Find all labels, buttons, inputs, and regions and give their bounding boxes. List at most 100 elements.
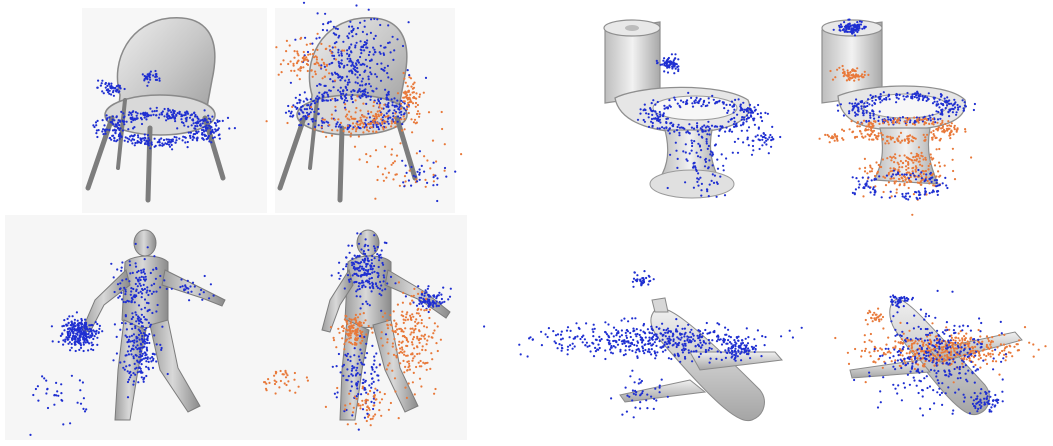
blue-point [133, 341, 136, 344]
orange-point [429, 167, 432, 170]
orange-point [344, 408, 347, 411]
blue-point [639, 407, 642, 410]
blue-point [181, 285, 184, 288]
blue-point [359, 40, 362, 43]
blue-point [153, 137, 156, 140]
orange-point [964, 128, 967, 131]
blue-point [352, 366, 355, 369]
orange-point [406, 360, 409, 363]
orange-point [381, 126, 384, 129]
blue-point [423, 292, 426, 295]
blue-point [86, 328, 89, 331]
orange-point [922, 170, 926, 173]
blue-point [695, 151, 698, 154]
blue-point [730, 342, 733, 345]
orange-point [824, 133, 827, 136]
blue-point [645, 112, 648, 115]
orange-point [391, 329, 394, 332]
orange-point [830, 136, 833, 139]
blue-point [679, 106, 682, 109]
orange-point [370, 111, 373, 114]
orange-point [359, 329, 362, 332]
blue-point [143, 74, 146, 78]
orange-point [882, 175, 885, 178]
blue-point [733, 103, 736, 106]
blue-point [146, 143, 149, 146]
blue-point [865, 111, 868, 114]
blue-point [381, 289, 384, 292]
blue-point [573, 345, 576, 348]
blue-point [149, 107, 152, 110]
blue-point [310, 102, 313, 105]
orange-point [380, 331, 383, 334]
blue-point [383, 241, 386, 244]
blue-point [90, 335, 93, 338]
blue-point [696, 124, 699, 127]
blue-point [129, 293, 132, 296]
orange-point [328, 45, 331, 48]
orange-point [353, 395, 356, 398]
orange-point [896, 119, 899, 122]
blue-point [137, 315, 140, 318]
blue-point [710, 124, 714, 127]
blue-point [356, 82, 359, 85]
orange-point [287, 380, 290, 383]
orange-point [349, 336, 352, 339]
blue-point [619, 348, 622, 351]
blue-point [298, 93, 301, 96]
blue-point [364, 43, 367, 46]
orange-point [884, 353, 887, 356]
orange-point [856, 67, 859, 70]
blue-point [316, 100, 319, 103]
blue-point [188, 116, 192, 119]
blue-point [350, 43, 353, 46]
blue-point [363, 41, 366, 44]
blue-point [848, 112, 851, 115]
orange-point [359, 116, 362, 119]
blue-point [656, 118, 659, 121]
blue-point [147, 141, 150, 144]
orange-point [905, 181, 909, 184]
blue-point [665, 329, 668, 332]
blue-point [747, 336, 750, 339]
orange-point [398, 184, 401, 187]
blue-point [141, 338, 144, 341]
blue-point [143, 342, 146, 345]
blue-point [668, 104, 671, 107]
blue-point [170, 143, 173, 147]
orange-point [353, 125, 357, 128]
orange-point [398, 340, 401, 343]
blue-point [110, 262, 113, 265]
orange-point [912, 161, 915, 164]
orange-point [847, 75, 850, 78]
blue-point [331, 61, 334, 64]
orange-point [332, 336, 335, 339]
blue-point [348, 81, 351, 84]
blue-point [131, 111, 134, 114]
blue-point [143, 345, 146, 348]
blue-point [344, 97, 348, 100]
blue-point [676, 343, 680, 346]
blue-point [653, 397, 656, 400]
blue-point [373, 257, 376, 260]
blue-point [60, 392, 63, 395]
orange-point [343, 348, 346, 351]
orange-point [373, 394, 376, 397]
blue-point [712, 98, 715, 101]
blue-point [780, 335, 783, 338]
blue-point [715, 357, 718, 360]
blue-point [193, 285, 196, 288]
blue-point [742, 116, 746, 119]
orange-point [834, 76, 837, 79]
blue-point [669, 60, 672, 63]
orange-point [360, 120, 363, 123]
orange-point [938, 161, 941, 164]
blue-point [632, 277, 636, 280]
blue-point [132, 357, 135, 360]
blue-point [756, 134, 759, 137]
blue-point [134, 242, 137, 245]
orange-point [352, 324, 355, 327]
blue-point [416, 170, 419, 173]
orange-point [926, 179, 929, 182]
orange-point [351, 117, 354, 120]
